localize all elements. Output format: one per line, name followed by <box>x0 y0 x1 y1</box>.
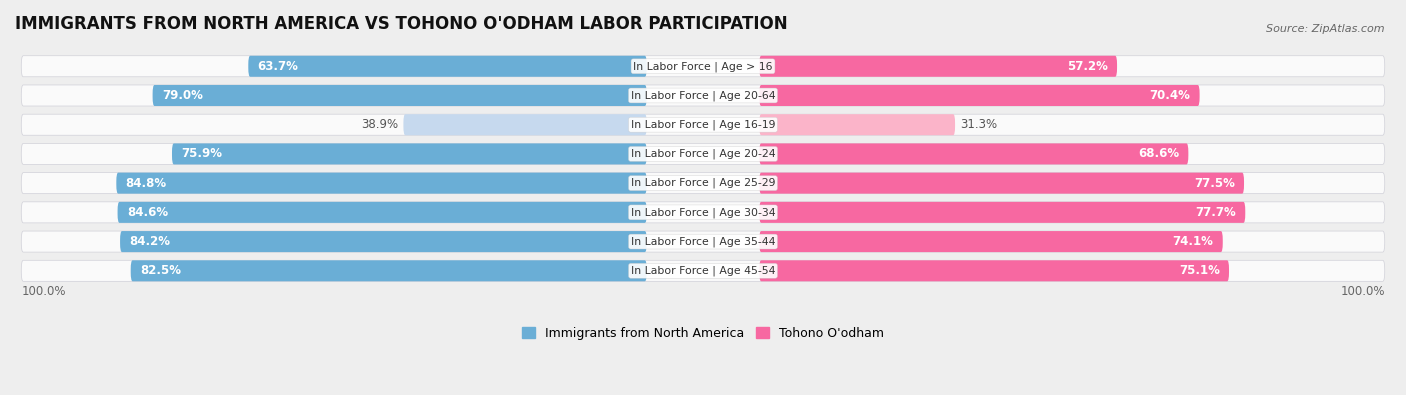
Text: 100.0%: 100.0% <box>1340 285 1385 298</box>
FancyBboxPatch shape <box>21 202 1385 223</box>
FancyBboxPatch shape <box>759 143 1188 164</box>
Text: In Labor Force | Age 30-34: In Labor Force | Age 30-34 <box>631 207 775 218</box>
Text: 82.5%: 82.5% <box>141 264 181 277</box>
FancyBboxPatch shape <box>21 85 1385 106</box>
Text: 68.6%: 68.6% <box>1137 147 1180 160</box>
FancyBboxPatch shape <box>21 231 1385 252</box>
Text: 77.7%: 77.7% <box>1195 206 1236 219</box>
Text: 74.1%: 74.1% <box>1173 235 1213 248</box>
Text: In Labor Force | Age 35-44: In Labor Force | Age 35-44 <box>631 236 775 247</box>
FancyBboxPatch shape <box>759 202 1246 223</box>
Text: In Labor Force | Age > 16: In Labor Force | Age > 16 <box>633 61 773 71</box>
FancyBboxPatch shape <box>249 56 647 77</box>
FancyBboxPatch shape <box>21 143 1385 164</box>
Text: 38.9%: 38.9% <box>361 118 398 131</box>
FancyBboxPatch shape <box>120 231 647 252</box>
Text: Source: ZipAtlas.com: Source: ZipAtlas.com <box>1267 24 1385 34</box>
Text: 75.1%: 75.1% <box>1178 264 1219 277</box>
Text: 70.4%: 70.4% <box>1149 89 1191 102</box>
Text: 77.5%: 77.5% <box>1194 177 1234 190</box>
FancyBboxPatch shape <box>759 56 1116 77</box>
FancyBboxPatch shape <box>21 114 1385 135</box>
FancyBboxPatch shape <box>153 85 647 106</box>
FancyBboxPatch shape <box>759 260 1229 281</box>
FancyBboxPatch shape <box>404 114 647 135</box>
FancyBboxPatch shape <box>118 202 647 223</box>
Text: 75.9%: 75.9% <box>181 147 222 160</box>
Text: In Labor Force | Age 16-19: In Labor Force | Age 16-19 <box>631 119 775 130</box>
Text: 57.2%: 57.2% <box>1067 60 1108 73</box>
Text: 79.0%: 79.0% <box>162 89 202 102</box>
FancyBboxPatch shape <box>21 260 1385 281</box>
FancyBboxPatch shape <box>759 231 1223 252</box>
FancyBboxPatch shape <box>117 173 647 194</box>
FancyBboxPatch shape <box>131 260 647 281</box>
Text: 84.6%: 84.6% <box>127 206 169 219</box>
Text: 84.2%: 84.2% <box>129 235 170 248</box>
Text: 84.8%: 84.8% <box>125 177 167 190</box>
Text: In Labor Force | Age 20-64: In Labor Force | Age 20-64 <box>631 90 775 101</box>
Legend: Immigrants from North America, Tohono O'odham: Immigrants from North America, Tohono O'… <box>517 322 889 345</box>
FancyBboxPatch shape <box>759 85 1199 106</box>
FancyBboxPatch shape <box>759 114 955 135</box>
Text: In Labor Force | Age 20-24: In Labor Force | Age 20-24 <box>631 149 775 159</box>
Text: 63.7%: 63.7% <box>257 60 298 73</box>
FancyBboxPatch shape <box>759 173 1244 194</box>
Text: In Labor Force | Age 45-54: In Labor Force | Age 45-54 <box>631 265 775 276</box>
Text: 31.3%: 31.3% <box>960 118 997 131</box>
FancyBboxPatch shape <box>172 143 647 164</box>
FancyBboxPatch shape <box>21 173 1385 194</box>
FancyBboxPatch shape <box>21 56 1385 77</box>
Text: IMMIGRANTS FROM NORTH AMERICA VS TOHONO O'ODHAM LABOR PARTICIPATION: IMMIGRANTS FROM NORTH AMERICA VS TOHONO … <box>15 15 787 33</box>
Text: 100.0%: 100.0% <box>21 285 66 298</box>
Text: In Labor Force | Age 25-29: In Labor Force | Age 25-29 <box>631 178 775 188</box>
